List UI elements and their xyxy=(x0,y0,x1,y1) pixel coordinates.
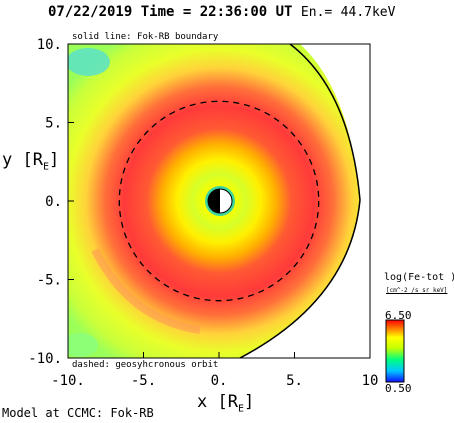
colorbar-max-label: 6.50 xyxy=(385,309,412,322)
x-tick-label: 5. xyxy=(286,373,303,389)
orbit-legend-note: dashed: geosyhcronous orbit xyxy=(70,360,221,370)
low-flux-patch-top xyxy=(68,48,110,76)
title-energy-label: En.= xyxy=(300,5,333,20)
x-axis-label: x [RE] xyxy=(197,392,255,415)
y-axis-label: y [RE] xyxy=(2,150,60,173)
colorbar-min-label: 0.50 xyxy=(385,382,412,395)
y-tick-label: 10. xyxy=(37,37,62,53)
colorbar xyxy=(385,319,405,383)
title-time-label: Time = xyxy=(140,4,192,20)
geosynchronous-orbit xyxy=(118,100,320,302)
x-tick-label: -10. xyxy=(51,373,85,389)
flux-streak xyxy=(91,248,201,334)
x-tick-label: 0. xyxy=(211,373,228,389)
x-tick-label: 10 xyxy=(362,373,379,389)
model-credit: Model at CCMC: Fok-RB xyxy=(2,406,154,420)
y-tick-label: 0. xyxy=(45,194,62,210)
y-tick-label: -10. xyxy=(28,351,62,367)
title-time-value: 22:36:00 xyxy=(199,4,268,20)
x-tick-label: -5. xyxy=(131,373,156,389)
chart-title: 07/22/2019 Time = 22:36:00 UT En.= 44.7k… xyxy=(48,4,395,20)
title-date: 07/22/2019 xyxy=(48,4,133,20)
colorbar-title: log(Fe-tot ) xyxy=(384,272,454,283)
plot-area xyxy=(68,44,370,358)
y-axis: 10. 5. 0. -5. -10. xyxy=(28,37,74,367)
y-tick-label: 5. xyxy=(45,116,62,132)
y-tick-label: -5. xyxy=(37,273,62,289)
low-flux-patch-bottom xyxy=(68,333,98,357)
title-time-unit: UT xyxy=(275,4,293,20)
x-axis: -10. -5. 0. 5. 10 xyxy=(51,352,378,389)
earth xyxy=(205,186,235,216)
boundary-legend-note: solid line: Fok-RB boundary xyxy=(70,32,221,42)
title-energy-value: 44.7keV xyxy=(340,5,396,20)
colorbar-units: [cm^-2 /s sr keV] xyxy=(386,287,448,294)
fok-rb-boundary xyxy=(239,43,361,359)
